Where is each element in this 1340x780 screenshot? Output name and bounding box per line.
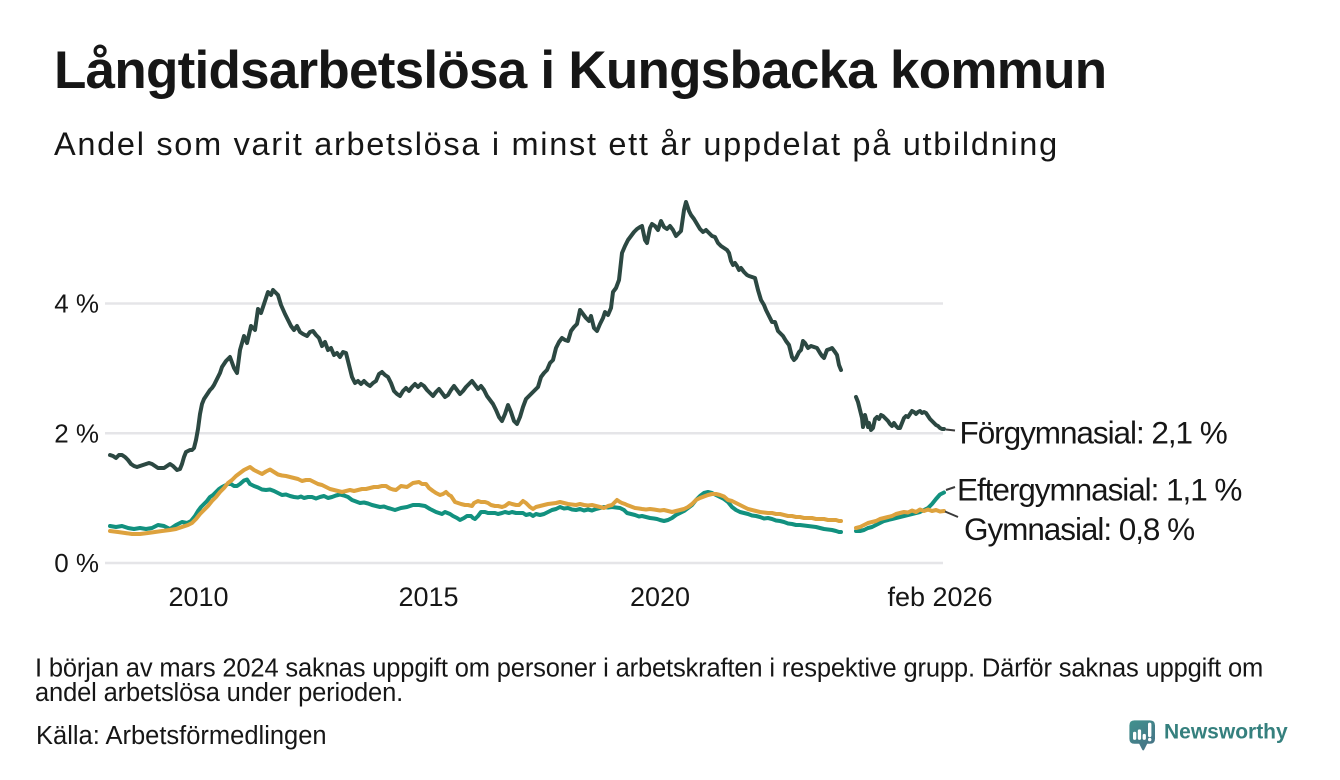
svg-text:Newsworthy: Newsworthy: [1164, 720, 1288, 743]
svg-text:2020: 2020: [630, 582, 690, 612]
svg-text:4 %: 4 %: [54, 289, 99, 319]
svg-text:2 %: 2 %: [54, 419, 99, 449]
svg-text:Långtidsarbetslösa i Kungsback: Långtidsarbetslösa i Kungsbacka kommun: [54, 41, 1106, 100]
svg-text:Andel som varit arbetslösa i m: Andel som varit arbetslösa i minst ett å…: [54, 126, 1059, 162]
svg-text:Eftergymnasial: 1,1 %: Eftergymnasial: 1,1 %: [957, 471, 1241, 507]
svg-text:Förgymnasial: 2,1 %: Förgymnasial: 2,1 %: [960, 414, 1227, 450]
svg-text:2010: 2010: [168, 582, 228, 612]
svg-text:feb 2026: feb 2026: [887, 582, 992, 612]
svg-text:Gymnasial: 0,8 %: Gymnasial: 0,8 %: [964, 511, 1194, 547]
svg-text:2015: 2015: [398, 582, 458, 612]
svg-text:0 %: 0 %: [54, 548, 99, 578]
svg-text:andel arbetslösa under periode: andel arbetslösa under perioden.: [35, 679, 403, 707]
svg-text:I början av mars 2024 saknas u: I början av mars 2024 saknas uppgift om …: [35, 655, 1263, 683]
svg-text:Källa: Arbetsförmedlingen: Källa: Arbetsförmedlingen: [36, 722, 327, 750]
